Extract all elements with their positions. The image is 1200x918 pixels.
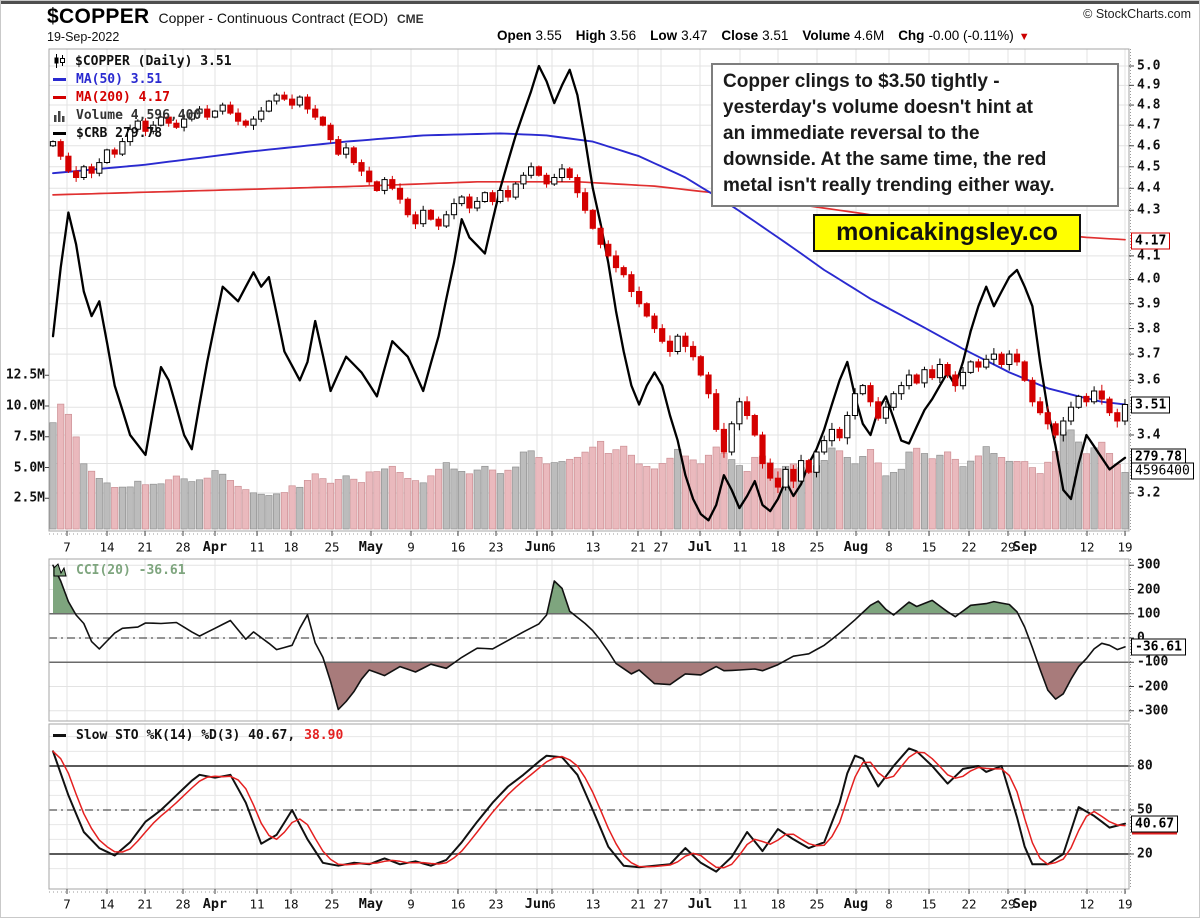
- annotation-line: yesterday's volume doesn't hint at: [723, 97, 1033, 118]
- annotation-line: Copper clings to $3.50 tightly -: [723, 71, 1000, 92]
- window-top-edge: [1, 1, 1199, 4]
- site-watermark: monicakingsley.co: [813, 214, 1081, 252]
- annotation-callout: Copper clings to $3.50 tightly - yesterda…: [711, 63, 1119, 207]
- annotation-line: metal isn't really trending either way.: [723, 175, 1055, 196]
- annotation-line: downside. At the same time, the red: [723, 149, 1047, 170]
- candlesticks: [49, 91, 1129, 494]
- panel-borders: [45, 48, 1134, 894]
- indicator-threshold-lines: [49, 613, 1129, 856]
- cci-fills: [53, 565, 1083, 710]
- sto-lines: [52, 747, 1126, 873]
- cci-line: [52, 564, 1126, 711]
- annotation-line: an immediate reversal to the: [723, 123, 980, 144]
- volume-bars: [49, 403, 1129, 530]
